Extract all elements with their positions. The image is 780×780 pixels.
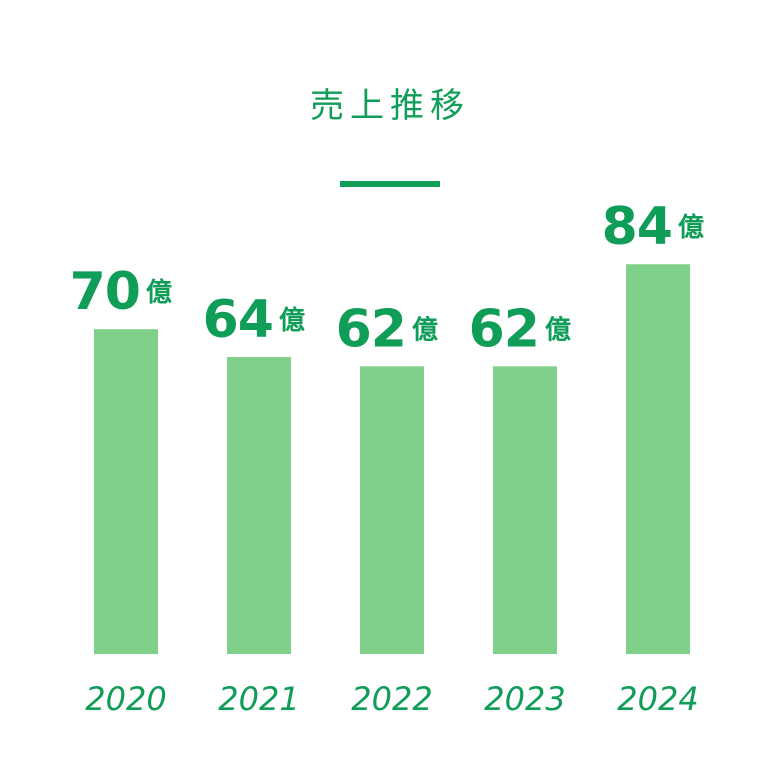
- value-label-2024: 84: [602, 197, 672, 257]
- bar-2022: [360, 366, 424, 654]
- x-tick-2023: 2023: [484, 680, 565, 718]
- bar-2024: [626, 264, 690, 654]
- x-tick-2020: 2020: [85, 680, 166, 718]
- bar-2021: [227, 357, 291, 654]
- value-label-2020: 70: [70, 262, 140, 322]
- title-underline: [340, 181, 440, 187]
- bar-2020: [94, 329, 158, 654]
- value-unit-2022: 億: [412, 315, 438, 345]
- value-label-2021: 64: [203, 290, 273, 350]
- value-label-2022: 62: [336, 299, 406, 359]
- x-tick-2022: 2022: [351, 680, 432, 718]
- chart-title: 売上推移: [310, 86, 470, 126]
- x-tick-2021: 2021: [218, 680, 299, 718]
- x-tick-2024: 2024: [617, 680, 698, 718]
- value-unit-2020: 億: [146, 278, 172, 308]
- value-label-2023: 62: [469, 299, 539, 359]
- value-unit-2023: 億: [545, 315, 571, 345]
- value-unit-2024: 億: [678, 213, 704, 243]
- bar-2023: [493, 366, 557, 654]
- value-unit-2021: 億: [279, 306, 305, 336]
